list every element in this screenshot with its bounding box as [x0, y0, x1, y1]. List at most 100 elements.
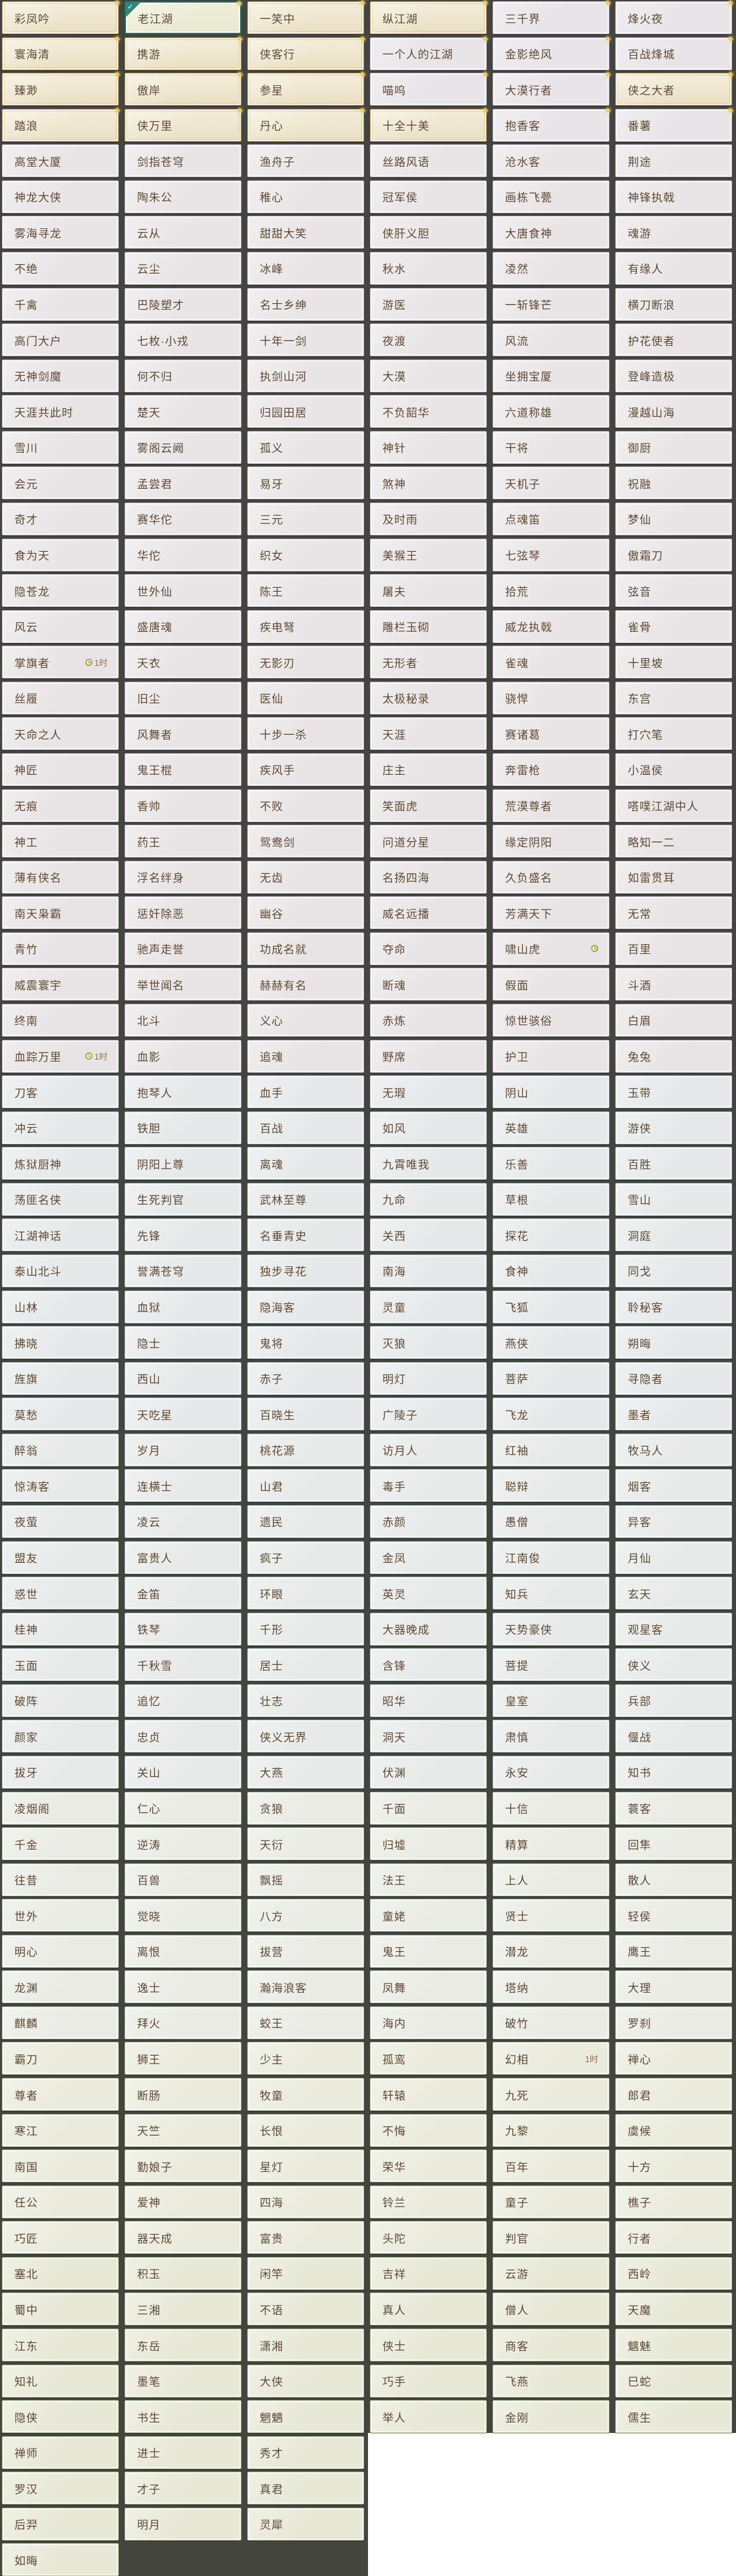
title-cell[interactable]: 觉晓: [125, 1899, 241, 1932]
title-cell[interactable]: 天涯: [370, 717, 487, 751]
title-cell[interactable]: 药王: [125, 825, 241, 858]
title-cell[interactable]: 世外仙: [125, 574, 241, 608]
title-cell[interactable]: 十全十美 ✦: [370, 106, 489, 142]
title-cell[interactable]: 飞龙: [493, 1398, 609, 1431]
title-cell[interactable]: 归园田居: [247, 395, 364, 428]
title-cell[interactable]: 风流: [493, 323, 609, 357]
title-cell[interactable]: 八方: [247, 1899, 364, 1932]
title-cell[interactable]: 问道分星: [370, 825, 487, 858]
title-cell[interactable]: 隐海客: [247, 1290, 364, 1323]
title-cell[interactable]: 山林: [2, 1290, 119, 1323]
title-cell[interactable]: 太极秘录: [370, 681, 487, 715]
title-cell[interactable]: 神锋执戟: [615, 180, 732, 213]
title-cell[interactable]: 追忆: [125, 1684, 241, 1717]
title-cell[interactable]: 无痕: [2, 789, 119, 822]
title-cell[interactable]: 天命之人: [2, 717, 119, 751]
title-cell[interactable]: 凌然: [493, 251, 609, 285]
title-cell[interactable]: 勤娘子: [125, 2150, 241, 2183]
title-cell[interactable]: 参星 ✦: [247, 70, 367, 106]
title-cell[interactable]: 侠肝义胆: [370, 216, 487, 249]
title-cell[interactable]: 三元: [247, 502, 364, 535]
title-cell[interactable]: 寒江: [2, 2113, 119, 2147]
title-cell[interactable]: 郎君: [615, 2078, 732, 2111]
title-cell[interactable]: 名士乡绅: [247, 287, 364, 321]
title-cell[interactable]: 灵犀: [247, 2507, 364, 2541]
title-cell[interactable]: 陈王: [247, 574, 364, 608]
title-cell[interactable]: 护卫: [493, 1039, 609, 1073]
title-cell[interactable]: 奇才: [2, 502, 119, 535]
title-cell[interactable]: 烟客: [615, 1469, 732, 1503]
title-cell[interactable]: 小温侯: [615, 753, 732, 786]
title-cell[interactable]: 灵童: [370, 1290, 487, 1323]
title-cell[interactable]: 同戈: [615, 1254, 732, 1287]
title-cell[interactable]: 莫愁: [2, 1398, 119, 1431]
title-cell[interactable]: 岁月: [125, 1433, 241, 1466]
title-cell[interactable]: 行者: [615, 2221, 732, 2254]
title-cell[interactable]: 进士: [125, 2436, 241, 2469]
title-cell[interactable]: 侠义无界: [247, 1720, 364, 1753]
title-cell[interactable]: 无齿: [247, 860, 364, 894]
title-cell[interactable]: 幻相 1时: [493, 2042, 609, 2075]
title-cell[interactable]: 梦仙: [615, 502, 732, 535]
title-cell[interactable]: 白眉: [615, 1003, 732, 1037]
title-cell[interactable]: 瀚海浪客: [247, 1970, 364, 2004]
title-cell[interactable]: 金凤: [370, 1541, 487, 1574]
title-cell[interactable]: 十方: [615, 2150, 732, 2183]
title-cell[interactable]: 臻渺 ✦: [2, 70, 121, 106]
title-cell[interactable]: 遗民: [247, 1505, 364, 1538]
title-cell[interactable]: 南海: [370, 1254, 487, 1287]
title-cell[interactable]: 何不归: [125, 359, 241, 392]
title-cell[interactable]: 食为天: [2, 538, 119, 571]
title-cell[interactable]: 天衣: [125, 646, 241, 679]
title-cell[interactable]: 尊者: [2, 2078, 119, 2111]
title-cell[interactable]: 威震寰宇: [2, 968, 119, 1001]
title-cell[interactable]: 刀客: [2, 1075, 119, 1109]
title-cell[interactable]: 禅心: [615, 2042, 732, 2075]
title-cell[interactable]: 百战烽城 ✦: [615, 34, 735, 70]
title-cell[interactable]: 干将: [493, 430, 609, 464]
title-cell[interactable]: 浮名绊身: [125, 860, 241, 894]
title-cell[interactable]: 百里: [615, 932, 732, 965]
title-cell[interactable]: 雪川: [2, 430, 119, 464]
title-cell[interactable]: 风舞者: [125, 717, 241, 751]
title-cell[interactable]: 无常: [615, 896, 732, 930]
title-cell[interactable]: 法王: [370, 1863, 487, 1896]
title-cell[interactable]: 富贵: [247, 2221, 364, 2254]
title-cell[interactable]: 香帅: [125, 789, 241, 822]
title-cell[interactable]: 世外: [2, 1899, 119, 1932]
title-cell[interactable]: 神龙大侠: [2, 180, 119, 213]
title-cell[interactable]: 护花使者: [615, 323, 732, 357]
title-cell[interactable]: 侠士: [370, 2329, 487, 2362]
title-cell[interactable]: 炼狱厨神: [2, 1147, 119, 1180]
title-cell[interactable]: 铃兰: [370, 2185, 487, 2218]
title-cell[interactable]: 云尘: [125, 251, 241, 285]
title-cell[interactable]: 醉翁: [2, 1433, 119, 1466]
title-cell[interactable]: 笑面虎: [370, 789, 487, 822]
title-cell[interactable]: 奔雷枪: [493, 753, 609, 786]
title-cell[interactable]: 啸山虎: [493, 932, 609, 965]
title-cell[interactable]: 假面: [493, 968, 609, 1001]
title-cell[interactable]: 金刚: [493, 2400, 609, 2434]
title-cell[interactable]: 飞燕: [493, 2364, 609, 2398]
title-cell[interactable]: 桂神: [2, 1612, 119, 1646]
title-cell[interactable]: 威名远播: [370, 896, 487, 930]
title-cell[interactable]: 功成名就: [247, 932, 364, 965]
title-cell[interactable]: 星灯: [247, 2150, 364, 2183]
title-cell[interactable]: 玉带: [615, 1075, 732, 1109]
title-cell[interactable]: 环眼: [247, 1577, 364, 1610]
title-cell[interactable]: 野席: [370, 1039, 487, 1073]
title-cell[interactable]: 御厨: [615, 430, 732, 464]
title-cell[interactable]: 凌云: [125, 1505, 241, 1538]
title-cell[interactable]: 飞狐: [493, 1290, 609, 1323]
title-cell[interactable]: 聆秘客: [615, 1290, 732, 1323]
title-cell[interactable]: 画栋飞甍: [493, 180, 609, 213]
title-cell[interactable]: 肃慎: [493, 1720, 609, 1753]
title-cell[interactable]: 无形者: [370, 646, 487, 679]
title-cell[interactable]: 魑魅: [615, 2329, 732, 2362]
title-cell[interactable]: 大器晚成: [370, 1612, 487, 1646]
title-cell[interactable]: 拜火: [125, 2006, 241, 2039]
title-cell[interactable]: 轩辕: [370, 2078, 487, 2111]
title-cell[interactable]: 永安: [493, 1755, 609, 1789]
title-cell[interactable]: 点魂笛: [493, 502, 609, 535]
title-cell[interactable]: 一个人的江湖 ✦: [370, 34, 489, 70]
